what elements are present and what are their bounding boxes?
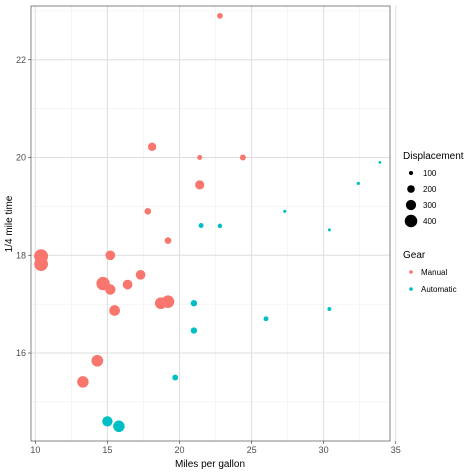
data-point-automatic	[113, 420, 125, 433]
data-point-manual	[217, 12, 223, 19]
color-legend-title: Gear	[403, 250, 426, 261]
size-legend-key	[408, 170, 414, 176]
color-legend-key	[409, 270, 413, 274]
data-point-manual	[195, 180, 205, 190]
color-legend-items: Manual Automatic	[409, 268, 457, 294]
x-tick-label: 25	[247, 445, 257, 455]
data-point-automatic	[356, 181, 360, 185]
data-point-automatic	[263, 316, 269, 322]
data-point-automatic	[217, 223, 223, 229]
y-tick-label: 20	[16, 153, 26, 163]
data-point-manual	[105, 284, 116, 295]
x-tick-label: 10	[30, 445, 40, 455]
size-legend-key	[407, 185, 415, 193]
y-tick-label: 18	[16, 250, 26, 260]
size-legend: Displacement 100 200 300 400	[403, 151, 464, 228]
data-point-manual	[77, 376, 89, 388]
data-point-automatic	[327, 228, 331, 232]
data-point-automatic	[190, 300, 198, 307]
color-legend-label: Automatic	[421, 285, 457, 294]
data-point-automatic	[190, 327, 198, 334]
data-point-automatic	[172, 374, 179, 381]
x-axis-title: Miles per gallon	[175, 459, 245, 470]
y-tick-label: 22	[16, 55, 26, 65]
minor-gridlines	[31, 6, 390, 441]
size-legend-label: 400	[423, 217, 437, 226]
plot-panel	[31, 6, 390, 441]
data-point-manual	[144, 207, 152, 215]
data-point-automatic	[198, 223, 204, 228]
size-legend-key	[405, 199, 417, 211]
x-tick-labels: 10 15 20 25 30 35	[30, 441, 401, 455]
data-point-manual	[164, 237, 172, 244]
data-point-manual	[135, 269, 146, 280]
color-legend-label: Manual	[421, 268, 447, 277]
data-point-automatic	[378, 161, 382, 164]
data-point-manual	[109, 305, 120, 316]
data-point-manual	[161, 295, 175, 308]
x-tick-label: 35	[391, 445, 401, 455]
size-legend-title: Displacement	[403, 151, 464, 162]
data-point-automatic	[327, 307, 332, 311]
y-axis-title: 1/4 mile time	[4, 195, 15, 252]
data-point-manual	[122, 279, 133, 290]
data-point-automatic	[283, 209, 287, 213]
data-points	[34, 12, 382, 433]
data-point-manual	[91, 354, 104, 367]
size-legend-key	[404, 214, 418, 228]
y-tick-label: 16	[16, 348, 26, 358]
data-point-manual	[197, 155, 203, 160]
size-legend-label: 300	[423, 201, 437, 210]
size-legend-label: 200	[423, 185, 437, 194]
data-point-manual	[147, 142, 157, 151]
data-point-automatic	[102, 416, 113, 427]
data-point-manual	[239, 154, 246, 161]
data-point-manual	[34, 257, 48, 271]
size-legend-label: 100	[423, 169, 437, 178]
major-gridlines	[30, 5, 397, 442]
x-tick-label: 20	[174, 445, 184, 455]
plot-border	[30, 5, 391, 442]
color-legend: Gear Manual Automatic	[403, 250, 457, 294]
y-tick-labels: 16 18 20 22	[16, 55, 31, 358]
x-tick-label: 15	[102, 445, 112, 455]
data-point-manual	[105, 250, 116, 261]
x-tick-label: 30	[319, 445, 329, 455]
size-legend-items: 100 200 300 400	[404, 169, 437, 228]
color-legend-key	[409, 287, 413, 291]
